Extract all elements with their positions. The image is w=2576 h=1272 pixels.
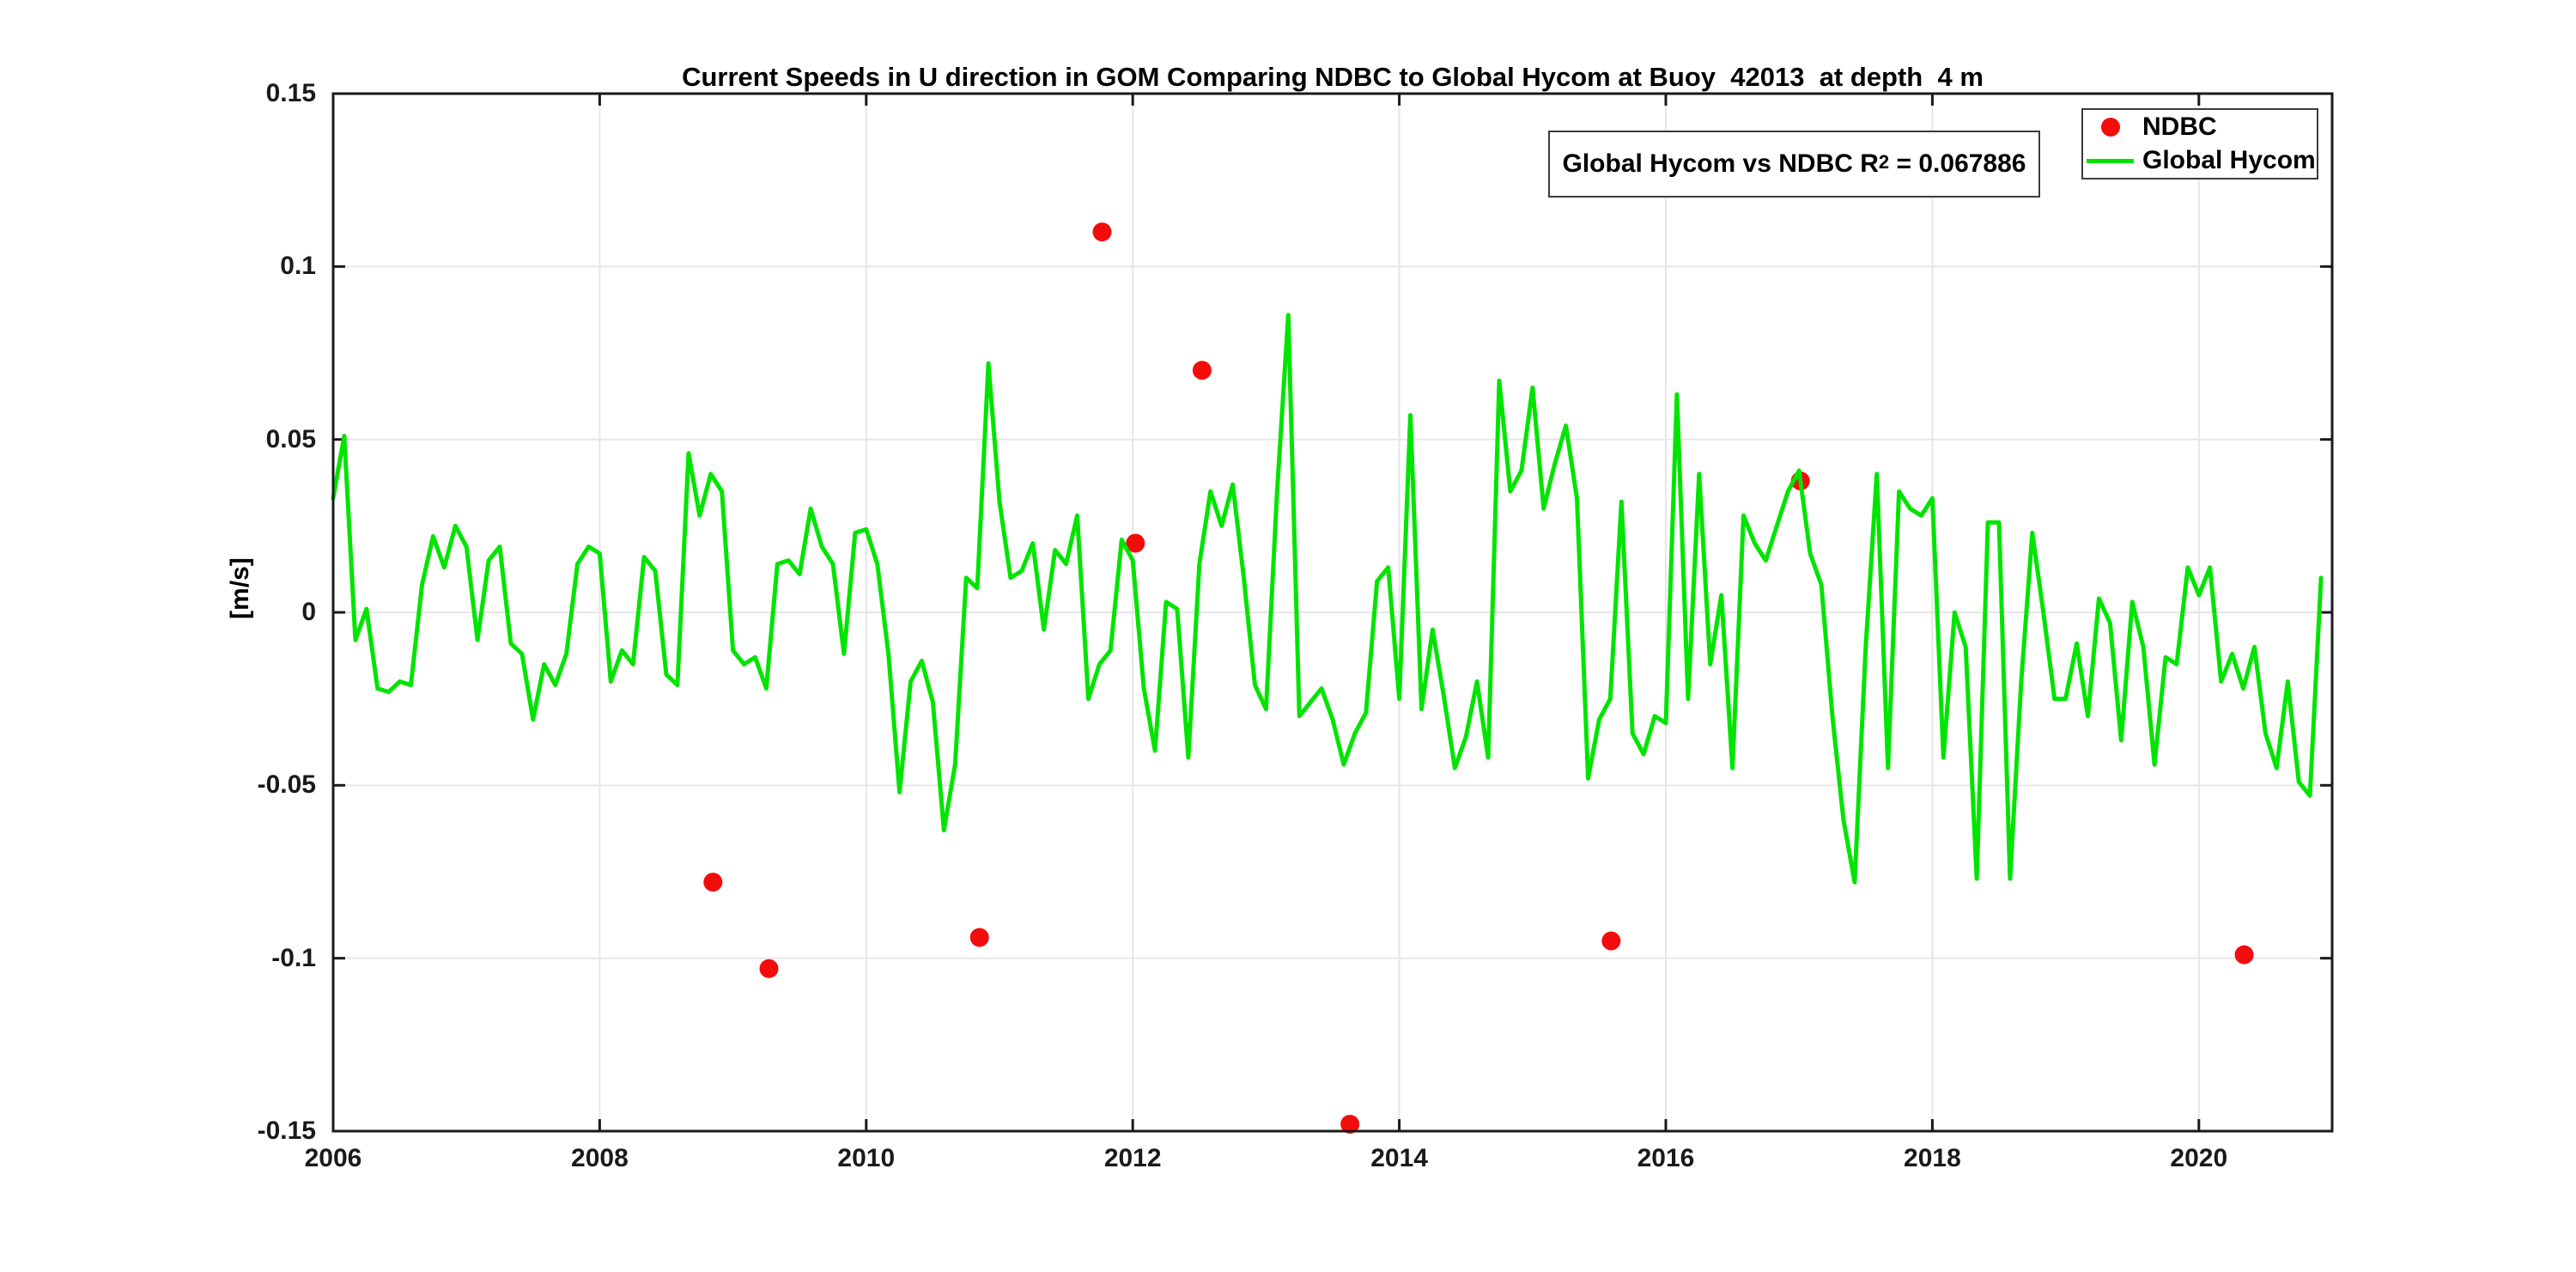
x-tick-label: 2010	[837, 1144, 896, 1172]
x-tick-label: 2020	[2170, 1144, 2228, 1172]
y-tick-label: -0.15	[257, 1117, 316, 1145]
ndbc-data-point	[703, 873, 723, 892]
red-dot-icon	[2100, 118, 2120, 137]
ndbc-data-point	[1340, 1114, 1360, 1134]
green-line-icon	[2087, 158, 2134, 163]
x-tick-label: 2018	[1904, 1144, 1961, 1172]
x-tick-label: 2014	[1370, 1144, 1428, 1172]
ndbc-marker-swatch	[2083, 118, 2137, 137]
y-tick-label: 0.1	[280, 252, 316, 281]
legend-entry-ndbc: NDBC	[2083, 111, 2317, 143]
global-hycom-line	[331, 313, 2324, 885]
y-tick-label: 0.15	[265, 79, 316, 107]
x-tick-label: 2016	[1637, 1144, 1695, 1172]
legend-label-ndbc: NDBC	[2142, 113, 2217, 141]
y-tick-label: -0.1	[271, 943, 316, 972]
legend-label-global-hycom: Global Hycom	[2142, 146, 2316, 174]
ndbc-data-point	[969, 928, 989, 947]
ndbc-data-point	[759, 959, 779, 978]
ndbc-data-point	[1126, 533, 1145, 553]
x-tick-label: 2008	[571, 1144, 629, 1172]
ndbc-data-point	[1601, 931, 1621, 951]
ndbc-data-point	[2234, 945, 2254, 965]
x-tick-label: 2012	[1103, 1144, 1162, 1172]
plot-border	[331, 92, 2334, 1133]
legend: NDBC Global Hycom	[2081, 108, 2318, 180]
x-tick-label: 2006	[304, 1144, 362, 1172]
hycom-line-swatch	[2083, 158, 2137, 163]
ndbc-data-point	[1092, 222, 1112, 242]
y-tick-label: -0.05	[257, 770, 316, 800]
r-squared-text-value: = 0.067886	[1889, 149, 2026, 178]
legend-entry-global-hycom: Global Hycom	[2083, 144, 2317, 177]
y-tick-label: 0	[301, 598, 316, 626]
y-axis-label: [m/s]	[226, 557, 254, 619]
ndbc-data-point	[1192, 361, 1212, 380]
y-tick-label: 0.05	[265, 424, 316, 453]
chart-title: Current Speeds in U direction in GOM Com…	[682, 62, 1984, 92]
r-squared-text-prefix: Global Hycom vs NDBC R	[1562, 149, 1879, 178]
